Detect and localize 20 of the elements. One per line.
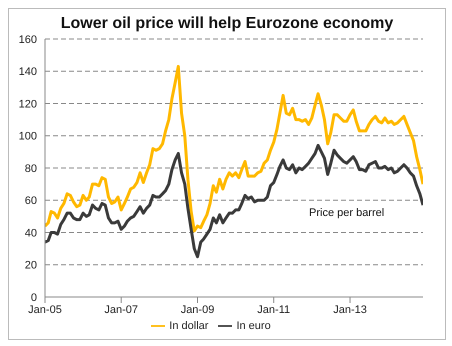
x-tick-label: Jan-05 (28, 304, 62, 316)
x-tick-label: Jan-11 (257, 304, 290, 316)
line-series (45, 64, 423, 232)
y-tick-label: 80 (24, 162, 37, 175)
y-tick-label: 120 (18, 98, 37, 110)
line-series (45, 144, 423, 258)
chart-title: Lower oil price will help Eurozone economy (60, 15, 394, 33)
legend-label: In euro (236, 320, 271, 332)
annotation: Price per barrel (309, 207, 384, 219)
y-tick-label: 100 (18, 130, 37, 143)
legend-label: In dollar (169, 320, 208, 332)
y-tick-label: 40 (24, 227, 37, 240)
x-tick-label: Jan-09 (180, 304, 214, 316)
y-tick-label: 0 (30, 292, 37, 304)
y-tick-label: 20 (24, 260, 37, 272)
x-tick-label: Jan-07 (104, 304, 138, 316)
y-tick-label: 60 (24, 195, 37, 208)
y-tick-label: 160 (18, 34, 37, 46)
x-tick-label: Jan-13 (333, 304, 367, 316)
y-tick-label: 140 (18, 66, 37, 78)
